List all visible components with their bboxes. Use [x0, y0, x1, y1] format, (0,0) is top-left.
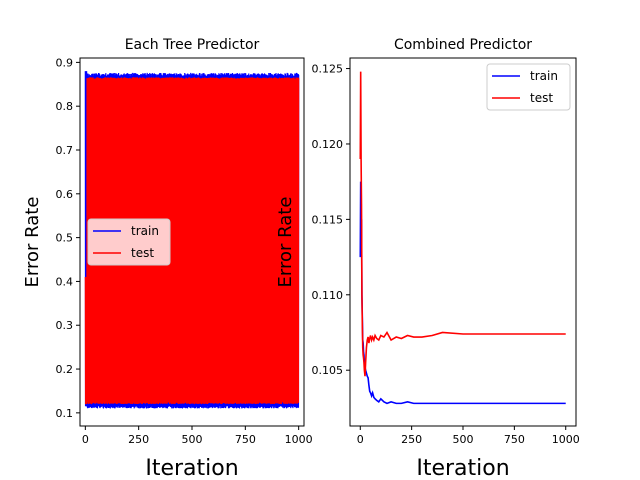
y-tick-label: 0.5: [56, 232, 74, 245]
legend: train test: [486, 63, 571, 111]
y-tick-label: 0.2: [56, 363, 74, 376]
series-line-test: [359, 71, 566, 377]
x-tick-label: 250: [401, 433, 422, 446]
x-tick-label: 0: [357, 433, 364, 446]
chart-each-tree-predictor: Each Tree Predictor Iteration Error Rate…: [22, 37, 313, 480]
chart-combined-predictor: Combined Predictor Iteration Error Rate …: [275, 37, 580, 480]
axes-frame: [349, 57, 577, 427]
chart-title: Combined Predictor: [394, 37, 532, 53]
x-tick-label: 750: [504, 433, 525, 446]
y-tick-label: 0.115: [312, 213, 344, 226]
plot-area: [84, 71, 300, 409]
x-tick-label: 500: [453, 433, 474, 446]
axis-ticks: 0 250 500 750 1000 0.105 0.110 0.115 0.120 0.125: [312, 63, 580, 446]
y-tick-label: 0.3: [56, 319, 74, 332]
x-tick-label: 250: [128, 433, 149, 446]
x-axis-label: Iteration: [416, 456, 509, 480]
series-line-test: [84, 77, 300, 405]
x-tick-label: 0: [82, 433, 89, 446]
y-tick-label: 0.7: [56, 144, 74, 157]
legend-label-test: test: [530, 91, 553, 105]
x-tick-label: 1000: [285, 433, 313, 446]
y-tick-label: 0.105: [312, 364, 344, 377]
series-line-train: [359, 181, 566, 405]
plot-area: [359, 71, 566, 405]
y-tick-label: 0.4: [56, 275, 74, 288]
x-axis-label: Iteration: [145, 456, 238, 480]
y-axis-label: Error Rate: [22, 197, 43, 288]
chart-title: Each Tree Predictor: [125, 37, 260, 53]
legend: train test: [87, 218, 171, 266]
legend-label-train: train: [131, 224, 159, 238]
y-tick-label: 0.125: [312, 63, 344, 76]
axes-frame: [79, 57, 305, 427]
y-tick-label: 0.110: [312, 289, 344, 302]
axis-ticks: 0 250 500 750 1000 0.1 0.2 0.3 0.4 0.5 0.6 0.7 0.8 0.…: [56, 56, 313, 446]
legend-label-test: test: [131, 246, 154, 260]
legend-label-train: train: [530, 69, 558, 83]
y-tick-label: 0.1: [56, 407, 74, 420]
y-tick-label: 0.120: [312, 138, 344, 151]
y-axis-label: Error Rate: [275, 197, 296, 288]
y-tick-label: 0.8: [56, 100, 74, 113]
x-tick-label: 1000: [552, 433, 580, 446]
x-tick-label: 500: [182, 433, 203, 446]
x-tick-label: 750: [235, 433, 256, 446]
y-tick-label: 0.9: [56, 56, 74, 69]
y-tick-label: 0.6: [56, 188, 74, 201]
